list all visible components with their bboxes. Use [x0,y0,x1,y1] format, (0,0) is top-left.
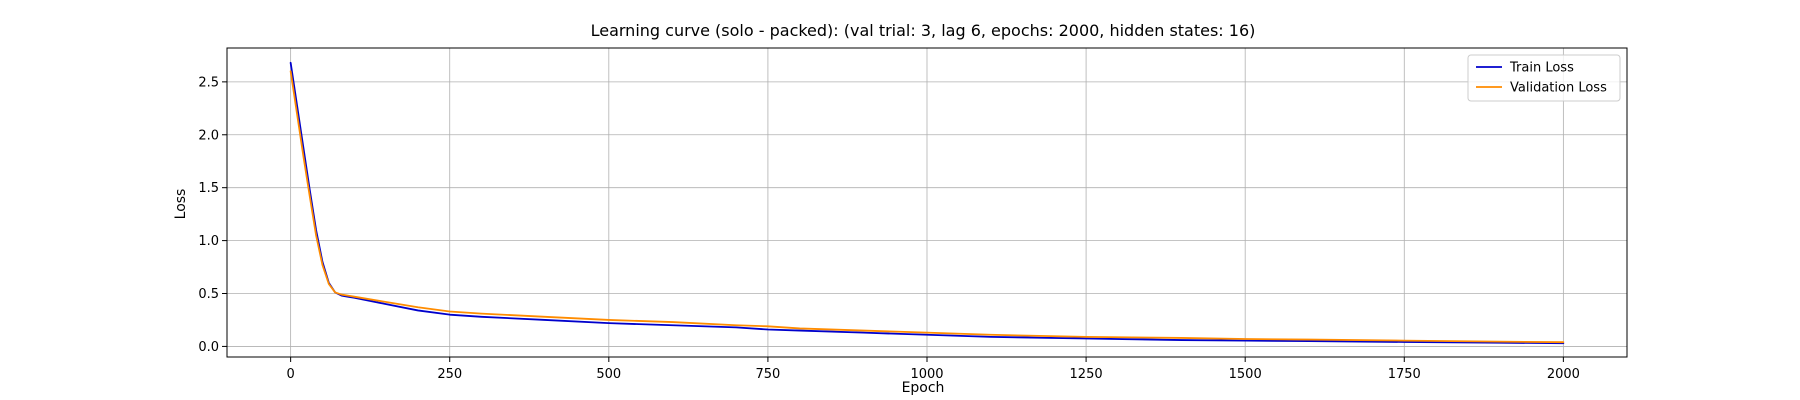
x-tick-label: 1000 [910,367,943,382]
x-tick-label: 1500 [1229,367,1262,382]
legend-label: Train Loss [1509,61,1574,76]
grid [227,48,1627,357]
legend-box [1467,54,1621,102]
y-axis-label: Loss [173,189,189,220]
y-tick-label: 2.5 [198,75,219,90]
x-tick-label: 250 [437,367,462,382]
legend: Train Loss Validation Loss [1467,54,1621,102]
x-tick-label: 0 [286,367,294,382]
x-tick-label: 500 [596,367,621,382]
axis-ticks: 0 250 500 750 1000 1250 1500 1750 2000 0.0 0.5 1.0 1… [198,75,1580,382]
x-tick-label: 1250 [1070,367,1103,382]
y-tick-label: 0.0 [198,340,219,355]
y-tick-label: 2.0 [198,128,219,143]
y-tick-label: 0.5 [198,287,219,302]
y-tick-label: 1.0 [198,234,219,249]
series-lines [289,61,1565,345]
legend-label: Validation Loss [1510,81,1607,96]
chart-title: Learning curve (solo - packed): (val tri… [591,21,1256,40]
y-tick-label: 1.5 [198,181,219,196]
x-axis-label: Epoch [902,380,945,396]
series-line-validation-loss [289,70,1565,344]
x-tick-label: 2000 [1547,367,1580,382]
x-tick-label: 750 [755,367,780,382]
x-tick-label: 1750 [1388,367,1421,382]
